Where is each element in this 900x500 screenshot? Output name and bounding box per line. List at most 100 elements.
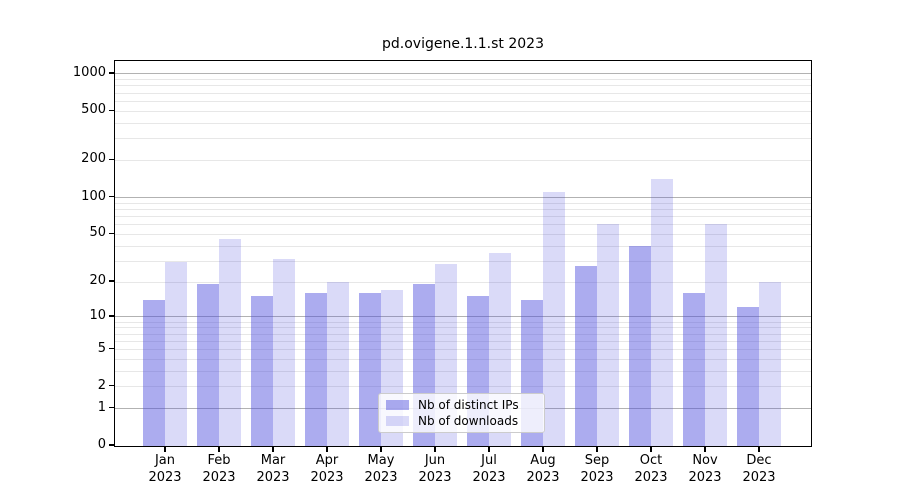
x-tick-label: Feb 2023 xyxy=(187,452,251,486)
bar-mar-downloads xyxy=(273,258,295,446)
gridline-minor xyxy=(115,208,811,210)
gridline-minor xyxy=(115,386,811,388)
gridline-minor xyxy=(115,85,811,87)
x-tick-year: 2023 xyxy=(256,470,290,485)
bar-apr-downloads xyxy=(327,281,349,446)
x-tick-label: May 2023 xyxy=(349,452,413,486)
bar-jan-downloads xyxy=(165,262,187,446)
x-tick-mark xyxy=(650,446,652,452)
x-tick-mark xyxy=(272,446,274,452)
bar-mar-ips xyxy=(251,296,273,446)
x-tick-month: Dec xyxy=(746,453,772,468)
y-tick-label: 1 xyxy=(97,399,106,415)
bar-oct-ips xyxy=(629,245,651,446)
gridline-minor xyxy=(115,245,811,247)
gridline-major xyxy=(115,316,811,318)
y-tick-mark xyxy=(109,347,115,350)
y-tick-mark xyxy=(109,195,115,198)
legend-label-downloads: Nb of downloads xyxy=(418,414,519,428)
x-tick-month: May xyxy=(367,453,395,468)
x-tick-year: 2023 xyxy=(526,470,560,485)
y-tick-label: 10 xyxy=(89,307,106,323)
gridline-minor xyxy=(115,92,811,94)
gridline-minor xyxy=(115,358,811,360)
x-tick-mark xyxy=(380,446,382,452)
gridline-layer xyxy=(115,61,811,446)
y-tick-mark xyxy=(109,109,115,111)
y-tick-mark xyxy=(109,280,115,282)
x-tick-mark xyxy=(164,446,166,452)
x-tick-month: Sep xyxy=(584,453,610,468)
gridline-minor xyxy=(115,260,811,262)
y-tick-mark xyxy=(109,444,115,446)
y-tick-label: 0 xyxy=(97,437,106,452)
bar-feb-downloads xyxy=(219,239,241,446)
x-tick-year: 2023 xyxy=(580,470,614,485)
x-tick-label: Jul 2023 xyxy=(457,452,521,486)
gridline-minor xyxy=(115,370,811,372)
y-tick-label: 200 xyxy=(81,151,106,167)
x-tick-month: Nov xyxy=(692,453,718,468)
x-tick-year: 2023 xyxy=(364,470,398,485)
y-tick-label: 50 xyxy=(89,225,106,241)
gridline-minor xyxy=(115,281,811,283)
x-tick-label: Aug 2023 xyxy=(511,452,575,486)
y-tick-label: 100 xyxy=(81,188,106,204)
legend-item-downloads: Nb of downloads xyxy=(386,414,544,428)
bar-jan-ips xyxy=(143,299,165,446)
gridline-minor xyxy=(115,340,811,342)
bar-dec-ips xyxy=(737,307,759,446)
bar-nov-downloads xyxy=(705,224,727,446)
plot-area xyxy=(114,59,812,447)
x-tick-year: 2023 xyxy=(634,470,668,485)
gridline-minor xyxy=(115,321,811,323)
gridline-minor xyxy=(115,327,811,329)
y-tick-label: 20 xyxy=(89,273,106,288)
y-tick-label: 5 xyxy=(97,340,106,356)
bar-sep-downloads xyxy=(597,224,619,446)
legend-swatch-distinct-ips xyxy=(386,400,409,410)
x-tick-month: Jun xyxy=(424,453,446,468)
x-tick-month: Aug xyxy=(530,453,556,468)
legend-label-distinct-ips: Nb of distinct IPs xyxy=(418,398,519,412)
y-tick-mark xyxy=(109,385,115,387)
x-tick-mark xyxy=(704,446,706,452)
gridline-minor xyxy=(115,110,811,112)
x-tick-year: 2023 xyxy=(310,470,344,485)
x-tick-mark xyxy=(218,446,220,452)
x-tick-label: Jan 2023 xyxy=(133,452,197,486)
y-tick-label: 2 xyxy=(97,377,106,393)
x-tick-label: Mar 2023 xyxy=(241,452,305,486)
gridline-minor xyxy=(115,202,811,204)
bar-layer xyxy=(115,61,811,446)
gridline-minor xyxy=(115,333,811,335)
x-tick-year: 2023 xyxy=(472,470,506,485)
y-tick-mark xyxy=(109,315,115,317)
y-tick-mark xyxy=(109,72,115,74)
x-tick-year: 2023 xyxy=(148,470,182,485)
y-tick-mark xyxy=(109,407,115,409)
x-tick-mark xyxy=(758,446,760,452)
legend-swatch-downloads xyxy=(386,416,409,426)
x-tick-month: Jan xyxy=(154,453,176,468)
x-tick-mark xyxy=(596,446,598,452)
gridline-major xyxy=(115,73,811,75)
y-tick-mark xyxy=(109,232,115,234)
gridline-minor xyxy=(115,224,811,226)
gridline-minor xyxy=(115,79,811,81)
bar-feb-ips xyxy=(197,284,219,446)
bar-dec-downloads xyxy=(759,281,781,446)
x-tick-mark xyxy=(488,446,490,452)
bar-oct-downloads xyxy=(651,179,673,446)
x-tick-year: 2023 xyxy=(688,470,722,485)
bar-sep-ips xyxy=(575,266,597,446)
x-tick-month: Mar xyxy=(260,453,286,468)
x-tick-year: 2023 xyxy=(742,470,776,485)
x-tick-label: Nov 2023 xyxy=(673,452,737,486)
gridline-minor xyxy=(115,138,811,140)
x-tick-month: Jul xyxy=(481,453,497,468)
gridline-minor xyxy=(115,100,811,102)
chart-title: pd.ovigene.1.1.st 2023 xyxy=(382,36,544,52)
x-tick-label: Dec 2023 xyxy=(727,452,791,486)
